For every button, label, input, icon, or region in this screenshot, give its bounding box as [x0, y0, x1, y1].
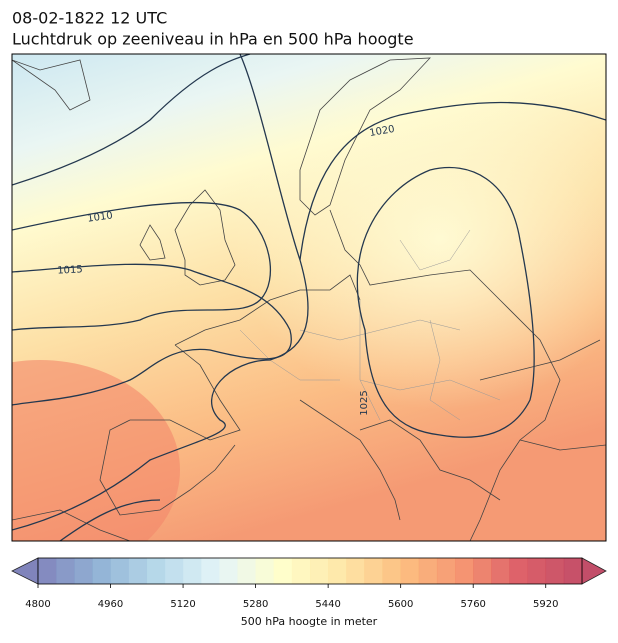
- colorbar-band: [346, 558, 365, 584]
- colorbar-band: [56, 558, 75, 584]
- colorbar-band: [164, 558, 184, 584]
- isobar-label: 1015: [57, 264, 83, 276]
- colorbar-band: [382, 558, 401, 584]
- colorbar-band: [74, 558, 93, 584]
- title-line-1: 08-02-1822 12 UTC: [12, 9, 167, 28]
- isobar-label: 1010: [87, 210, 114, 224]
- colorbar-band: [219, 558, 238, 584]
- isobar-1020: [12, 54, 606, 531]
- colorbar-band: [237, 558, 256, 584]
- isobar-label: 1020: [369, 124, 396, 139]
- colorbar-band: [473, 558, 492, 584]
- colorbar-band: [545, 558, 565, 584]
- colorbar-band: [418, 558, 438, 584]
- isobar-1025: [59, 166, 535, 541]
- colorbar-band: [183, 558, 202, 584]
- map: [12, 54, 606, 541]
- colorbar-band: [92, 558, 111, 584]
- colorbar-tick-label: 5280: [243, 599, 268, 610]
- colorbar-tick-label: 5600: [388, 599, 413, 610]
- colorbar-band: [509, 558, 528, 584]
- colorbar-tick-label: 4960: [98, 599, 123, 610]
- colorbar-band: [400, 558, 420, 584]
- colorbar-label: 500 hPa hoogte in meter: [241, 615, 378, 628]
- colorbar-tick-label: 4800: [25, 599, 50, 610]
- colorbar-extend-low: [11, 557, 39, 585]
- colorbar-band: [455, 558, 474, 584]
- colorbar-band: [128, 558, 148, 584]
- colorbar-band: [328, 558, 347, 584]
- colorbar-tick-label: 5920: [533, 599, 558, 610]
- colorbar-tick-label: 5120: [170, 599, 195, 610]
- coastline: [12, 57, 606, 541]
- colorbar-band: [527, 558, 547, 584]
- title-line-2: Luchtdruk op zeeniveau in hPa en 500 hPa…: [12, 30, 414, 49]
- isobar-label: 1025: [359, 390, 370, 415]
- colorbar-band: [146, 558, 166, 584]
- colorbar-extend-high: [581, 557, 607, 585]
- colorbar-band: [310, 558, 329, 584]
- colorbar-tick-label: 5760: [460, 599, 485, 610]
- borders: [239, 229, 501, 421]
- colorbar-frame: [37, 557, 583, 585]
- colorbar-band: [255, 558, 275, 584]
- colorbar-band: [364, 558, 383, 584]
- colorbar-band: [273, 558, 293, 584]
- colorbar-band: [38, 558, 57, 584]
- colorbar-tick-label: 5440: [315, 599, 340, 610]
- colorbar-band: [110, 558, 129, 584]
- colorbar-band: [201, 558, 220, 584]
- map-frame: [11, 53, 607, 542]
- isobar-1010: [12, 54, 272, 331]
- high-height: [12, 360, 180, 541]
- colorbar-band: [291, 558, 311, 584]
- colorbar-band: [563, 558, 583, 584]
- colorbar-band: [491, 558, 510, 584]
- colorbar-band: [436, 558, 456, 584]
